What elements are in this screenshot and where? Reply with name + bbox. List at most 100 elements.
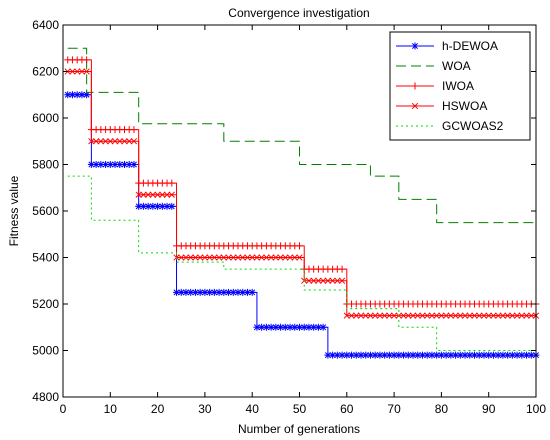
- x-tick-label: 0: [60, 402, 67, 416]
- series-point: [206, 254, 213, 261]
- series-point: [423, 351, 431, 359]
- series-point: [107, 138, 114, 145]
- series-point: [116, 138, 123, 145]
- series-point: [319, 323, 327, 331]
- x-tick-label: 50: [293, 402, 307, 416]
- legend-label: HSWOA: [442, 99, 487, 113]
- series-point: [471, 312, 478, 319]
- series-point: [234, 254, 242, 261]
- series-point: [310, 277, 317, 284]
- y-tick-label: 6400: [32, 18, 59, 32]
- x-tick-label: 40: [246, 402, 260, 416]
- series-point: [338, 351, 346, 359]
- series-point: [277, 323, 285, 331]
- x-tick-label: 70: [387, 402, 401, 416]
- series-point: [376, 312, 384, 319]
- series-point: [504, 351, 512, 359]
- series-point: [456, 351, 464, 359]
- series-point: [409, 312, 417, 319]
- series-point: [324, 277, 332, 284]
- series-point: [305, 277, 313, 284]
- series-point: [159, 191, 166, 198]
- series-point: [140, 191, 147, 198]
- x-axis: 0 10 20 30 40 50 60 70 80 90 100: [60, 25, 546, 416]
- series-point: [319, 277, 327, 284]
- legend-entry: GCWOAS2: [396, 119, 504, 133]
- series-point: [390, 312, 398, 319]
- series-point: [210, 288, 218, 296]
- series-point: [476, 312, 483, 319]
- series-point: [310, 323, 318, 331]
- series-point: [230, 254, 237, 261]
- series-point: [414, 312, 421, 319]
- series-point: [286, 323, 294, 331]
- legend-entry: IWOA: [396, 79, 474, 93]
- series-line-woa: [67, 47, 536, 224]
- x-tick-label: 90: [482, 402, 496, 416]
- series-point: [196, 288, 204, 296]
- series-point: [272, 254, 280, 261]
- series-point: [315, 277, 322, 284]
- series-point: [211, 254, 218, 261]
- series-point: [249, 254, 256, 261]
- series-point: [523, 312, 530, 319]
- legend-entry: WOA: [396, 59, 471, 73]
- series-point: [74, 68, 81, 75]
- series-point: [334, 277, 341, 284]
- series-point: [286, 254, 294, 261]
- series-point: [97, 138, 104, 145]
- series-point: [83, 68, 90, 75]
- series-point: [168, 179, 176, 187]
- series-point: [490, 312, 497, 319]
- series-point: [130, 161, 138, 168]
- legend-marker: [411, 42, 419, 50]
- series-point: [102, 138, 109, 145]
- series-point: [362, 312, 369, 319]
- series-point: [102, 161, 110, 168]
- series-point: [329, 277, 336, 284]
- series-point: [442, 312, 450, 319]
- series-point: [258, 254, 265, 261]
- series-point: [419, 312, 426, 319]
- series-point: [480, 312, 488, 319]
- series-point: [281, 323, 289, 331]
- series-point: [130, 138, 138, 145]
- series-point: [267, 254, 275, 261]
- x-tick-label: 100: [526, 402, 546, 416]
- series-point: [130, 126, 138, 134]
- series-point: [267, 323, 275, 331]
- legend: h-DEWOA WOA IWOA HSWOA GCWOAS2: [389, 31, 531, 141]
- x-tick-label: 80: [435, 402, 449, 416]
- series-point: [244, 254, 251, 261]
- series-point: [154, 191, 161, 198]
- series-point: [518, 312, 525, 319]
- series-woa: [67, 47, 536, 224]
- series-point: [447, 351, 455, 359]
- series-point: [461, 351, 469, 359]
- y-tick-label: 5400: [32, 251, 59, 265]
- x-tick-label: 60: [340, 402, 354, 416]
- series-point: [457, 312, 464, 319]
- legend-marker: [411, 102, 419, 110]
- legend-label: GCWOAS2: [442, 119, 504, 133]
- series-point: [83, 56, 91, 64]
- series-point: [64, 91, 72, 99]
- series-hswoa: [64, 68, 540, 319]
- legend-label: IWOA: [442, 79, 474, 93]
- series-point: [485, 312, 492, 319]
- series-point: [504, 312, 511, 319]
- x-tick-label: 10: [104, 402, 118, 416]
- series-point: [111, 138, 119, 145]
- y-tick-label: 5000: [32, 344, 59, 358]
- series-point: [447, 312, 455, 319]
- y-tick-label: 6000: [32, 111, 59, 125]
- series-point: [201, 254, 209, 261]
- series-point: [135, 191, 142, 198]
- x-axis-label: Number of generations: [238, 422, 360, 436]
- series-point: [376, 351, 384, 359]
- series-point: [499, 351, 507, 359]
- series-point: [528, 312, 535, 319]
- series-point: [277, 254, 284, 261]
- series-point: [177, 288, 185, 296]
